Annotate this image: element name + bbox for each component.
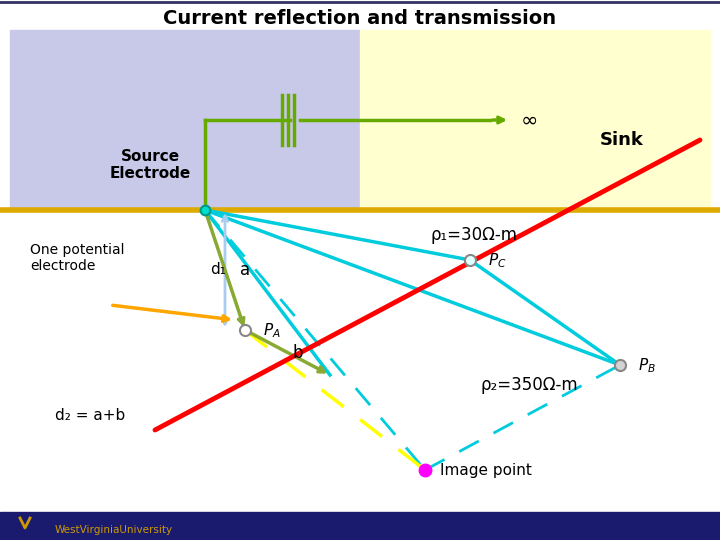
Text: d₂ = a+b: d₂ = a+b: [55, 408, 125, 423]
Text: d₁: d₁: [210, 262, 226, 278]
Text: WestVirginiaUniversity: WestVirginiaUniversity: [55, 525, 173, 535]
Bar: [360, 30, 710, 210]
Text: $P_C$: $P_C$: [488, 251, 507, 269]
Text: $P_B$: $P_B$: [638, 356, 656, 375]
Text: Source
Electrode: Source Electrode: [109, 149, 191, 181]
Text: Sink: Sink: [600, 131, 644, 149]
Text: b: b: [292, 343, 303, 361]
Text: Current reflection and transmission: Current reflection and transmission: [163, 9, 557, 28]
Bar: [10, 30, 360, 210]
Text: Image point: Image point: [440, 463, 532, 478]
Text: $P_A$: $P_A$: [263, 321, 281, 340]
Text: a: a: [240, 261, 250, 279]
Text: ρ₂=350Ω-m: ρ₂=350Ω-m: [480, 376, 577, 394]
Text: One potential
electrode: One potential electrode: [30, 243, 125, 273]
Text: $\infty$: $\infty$: [520, 110, 537, 130]
Text: ρ₁=30Ω-m: ρ₁=30Ω-m: [430, 226, 517, 244]
Bar: [0, 512, 720, 540]
